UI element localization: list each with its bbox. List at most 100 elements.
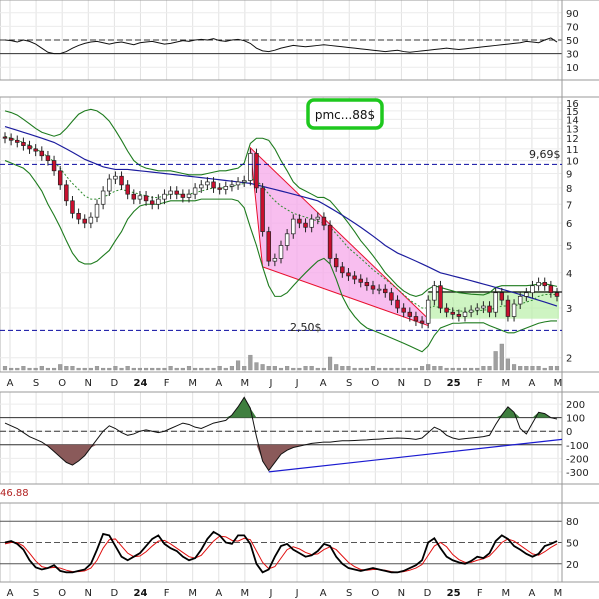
volume-bar xyxy=(131,367,136,371)
candle-body xyxy=(33,148,38,152)
resistance-label: 9,69$ xyxy=(529,148,561,161)
volume-bar xyxy=(150,367,155,371)
month-tick-label: J xyxy=(295,378,299,389)
volume-bar xyxy=(401,367,406,371)
price-tick-label: 8 xyxy=(566,184,572,195)
candle-body xyxy=(100,190,106,205)
volume-bar xyxy=(82,367,87,371)
candle-body xyxy=(94,203,100,218)
volume-bar xyxy=(186,366,192,371)
month-tick-label-bottom: J xyxy=(268,588,272,599)
volume-bar xyxy=(346,366,351,371)
month-tick-label-bottom: F xyxy=(477,588,483,599)
candle-body xyxy=(88,216,94,224)
candle-body xyxy=(321,216,327,226)
price-tick-label: 11 xyxy=(566,145,579,156)
candle-body xyxy=(554,292,560,297)
osc-tick-label: 90 xyxy=(566,9,579,20)
volume-bar xyxy=(272,366,277,371)
candle-body xyxy=(462,311,468,317)
candle-body xyxy=(419,320,425,324)
candle-body xyxy=(407,311,413,317)
candle-body xyxy=(413,316,419,322)
volume-bar xyxy=(475,367,480,371)
month-tick-label-bottom: M xyxy=(188,588,197,599)
month-tick-label: A xyxy=(528,378,535,389)
price-badge-text: pmc...88$ xyxy=(315,108,375,122)
volume-bar xyxy=(291,367,296,371)
volume-bar xyxy=(45,367,51,371)
volume-bar xyxy=(15,367,20,371)
candle-body xyxy=(517,296,523,305)
candle-body xyxy=(376,288,382,291)
stoch-k-line xyxy=(4,530,558,574)
month-tick-label-bottom: F xyxy=(164,588,170,599)
volume-bar xyxy=(168,366,173,371)
volume-bar xyxy=(76,367,81,371)
volume-bar xyxy=(395,367,400,371)
volume-bar xyxy=(2,366,8,371)
volume-bar xyxy=(64,366,69,371)
candle-body xyxy=(119,175,124,186)
price-tick-label: 10 xyxy=(566,157,579,168)
volume-bar xyxy=(211,367,216,371)
candle-body xyxy=(493,292,498,313)
candle-body xyxy=(113,175,118,180)
month-tick-label: O xyxy=(371,378,379,389)
candle-body xyxy=(57,170,63,186)
candle-body xyxy=(425,299,431,324)
cci-tick-label: -300 xyxy=(566,468,589,479)
month-tick-label: O xyxy=(58,378,66,389)
month-tick-label: S xyxy=(33,378,39,389)
candle-body xyxy=(248,153,253,181)
volume-bar xyxy=(254,362,259,371)
volume-bar xyxy=(426,364,431,371)
candle-body xyxy=(51,160,57,172)
candle-body xyxy=(389,292,394,301)
volume-bar xyxy=(315,367,320,371)
month-tick-label-bottom: D xyxy=(111,588,119,599)
candle-body xyxy=(217,187,222,190)
month-tick-label-bottom: M xyxy=(554,588,563,599)
price-tick-label: 4 xyxy=(566,269,572,280)
volume-bar xyxy=(39,366,44,371)
volume-bar xyxy=(456,367,461,371)
volume-bar xyxy=(278,367,284,371)
month-tick-label: 25 xyxy=(447,378,461,389)
price-badge-frame xyxy=(306,98,384,130)
volume-bar xyxy=(162,367,167,371)
osc-tick-label: 50 xyxy=(566,36,579,47)
candle-body xyxy=(39,150,45,157)
volume-bar xyxy=(235,360,241,371)
candle-body xyxy=(284,233,290,246)
candle-body xyxy=(297,218,302,224)
candle-body xyxy=(383,288,388,294)
candle-body xyxy=(505,299,511,317)
month-tick-label: 24 xyxy=(134,378,148,389)
volume-bar xyxy=(334,364,339,371)
volume-bar xyxy=(260,364,265,371)
volume-bar xyxy=(389,367,394,371)
month-tick-label-bottom: A xyxy=(7,588,14,599)
volume-bar xyxy=(217,366,222,371)
candle-body xyxy=(125,184,130,195)
bollinger-lower xyxy=(4,160,557,353)
month-tick-label: M xyxy=(188,378,197,389)
volume-bar xyxy=(554,366,560,371)
volume-bar xyxy=(107,367,112,371)
month-tick-label: A xyxy=(215,378,222,389)
volume-bar xyxy=(358,367,363,371)
osc-tick-label: 10 xyxy=(566,63,579,74)
candle-body xyxy=(395,299,400,309)
candle-body xyxy=(327,224,333,259)
candle-body xyxy=(278,245,284,259)
volume-bar xyxy=(33,367,38,371)
candle-body xyxy=(27,145,32,150)
price-tick-label: 7 xyxy=(566,200,572,211)
volume-bar xyxy=(223,367,228,371)
candle-body xyxy=(536,282,541,287)
candle-body xyxy=(346,272,351,277)
volume-bar xyxy=(481,366,486,371)
volume-bar xyxy=(487,366,492,371)
